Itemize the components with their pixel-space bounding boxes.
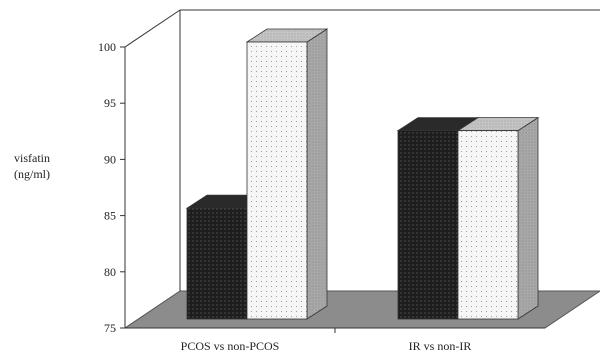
y-axis-ticks: 75 80 85 90 95 100 bbox=[98, 40, 125, 335]
y-tick-label: 85 bbox=[104, 209, 116, 223]
bars bbox=[185, 28, 540, 320]
bar bbox=[245, 28, 329, 320]
y-tick-label: 75 bbox=[104, 321, 116, 335]
bar-front-face bbox=[397, 130, 459, 320]
left-wall-top-edge bbox=[124, 9, 181, 48]
y-axis-label: visfatin (ng/ml) bbox=[14, 150, 74, 182]
x-axis-labels: PCOS vs non-PCOS IR vs non-IR bbox=[181, 339, 472, 353]
bar-side-face bbox=[306, 28, 328, 320]
y-tick-label: 80 bbox=[104, 265, 116, 279]
bar-front-face bbox=[457, 130, 519, 320]
bar bbox=[456, 116, 540, 320]
y-axis-label-line-1: visfatin bbox=[14, 151, 50, 165]
bar-front-face bbox=[186, 207, 248, 320]
bar-front-face bbox=[246, 41, 308, 320]
y-tick-label: 95 bbox=[104, 96, 116, 110]
y-axis-label-line-2: (ng/ml) bbox=[14, 167, 50, 181]
bar-side-face bbox=[517, 116, 539, 320]
y-tick-label: 90 bbox=[104, 152, 116, 166]
x-tick-label: PCOS vs non-PCOS bbox=[181, 339, 280, 353]
x-tick-label: IR vs non-IR bbox=[409, 339, 472, 353]
y-tick-label: 100 bbox=[98, 40, 116, 54]
